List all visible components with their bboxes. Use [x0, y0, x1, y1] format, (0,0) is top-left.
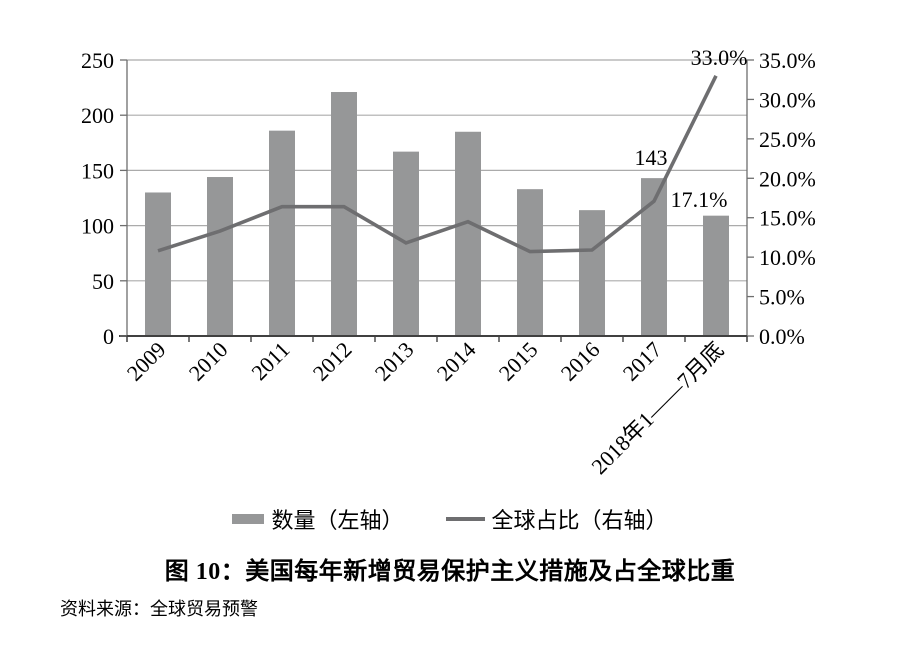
left-axis-tick-label: 0 [103, 324, 114, 349]
line-series-label: 全球占比（右轴） [491, 508, 668, 533]
line-series-swatch [445, 517, 485, 521]
left-axis-tick-label: 50 [92, 269, 114, 294]
bar-series-swatch [232, 514, 265, 524]
left-axis-tick-label: 150 [81, 158, 114, 183]
left-axis-tick-label: 200 [81, 103, 114, 128]
x-category-label-2: 2010 [184, 337, 233, 386]
right-axis-tick-label: 20.0% [759, 166, 816, 191]
right-axis-tick-label: 0.0% [759, 324, 805, 349]
legend-item-line: 全球占比（右轴） [445, 503, 668, 535]
x-category-label-1: 2009 [122, 337, 171, 386]
right-axis-tick-label: 5.0% [759, 285, 805, 310]
right-axis-tick-label: 15.0% [759, 206, 816, 231]
x-category-label-5: 2013 [370, 337, 419, 386]
figure-title: 图 10：美国每年新增贸易保护主义措施及占全球比重 [164, 559, 736, 585]
x-category-label-8: 2016 [556, 337, 605, 386]
bar-2009 [145, 192, 171, 336]
bar-2015 [517, 189, 543, 336]
bar-series [145, 92, 729, 337]
bar-2012 [331, 92, 357, 337]
share-trend-line [157, 75, 718, 254]
figure-source: 资料来源：全球贸易预警 [60, 599, 258, 619]
x-category-label-9: 2017 [618, 337, 667, 386]
bar-2010 [207, 177, 233, 336]
x-axis-category-labels: 2009 2010 2011 2012 2013 2014 2015 2016 20172018… [122, 337, 729, 479]
chart-legend: 数量（左轴） 全球占比（右轴） [0, 503, 900, 535]
right-axis-tick-label: 10.0% [759, 245, 816, 270]
bar-series-label: 数量（左轴） [271, 508, 404, 533]
bar-2016 [579, 210, 605, 336]
bar-2011 [269, 130, 295, 336]
left-axis-tick-label: 250 [81, 48, 114, 73]
annotation-17.1%: 17.1% [671, 187, 728, 212]
annotation-143: 143 [635, 145, 668, 170]
right-axis-tick-label: 25.0% [759, 127, 816, 152]
left-axis-tick-label: 100 [81, 214, 114, 239]
bar-2018年1——7月底 [703, 215, 729, 336]
x-category-label-7: 2015 [494, 337, 543, 386]
right-axis-tick-label: 35.0% [759, 48, 816, 73]
bar-2017 [641, 178, 667, 336]
annotation-33.0%: 33.0% [691, 45, 748, 70]
bar-2014 [455, 131, 481, 336]
x-category-label-4: 2012 [308, 337, 357, 386]
right-axis-tick-label: 30.0% [759, 87, 816, 112]
x-category-label-6: 2014 [432, 337, 481, 386]
x-category-label-3: 2011 [246, 337, 294, 385]
legend-item-bars: 数量（左轴） [232, 503, 404, 535]
axes: 0 50 100 150 200 250 0.0% 5.0% 10.0% 15.0% 20.0% 25… [81, 48, 816, 349]
